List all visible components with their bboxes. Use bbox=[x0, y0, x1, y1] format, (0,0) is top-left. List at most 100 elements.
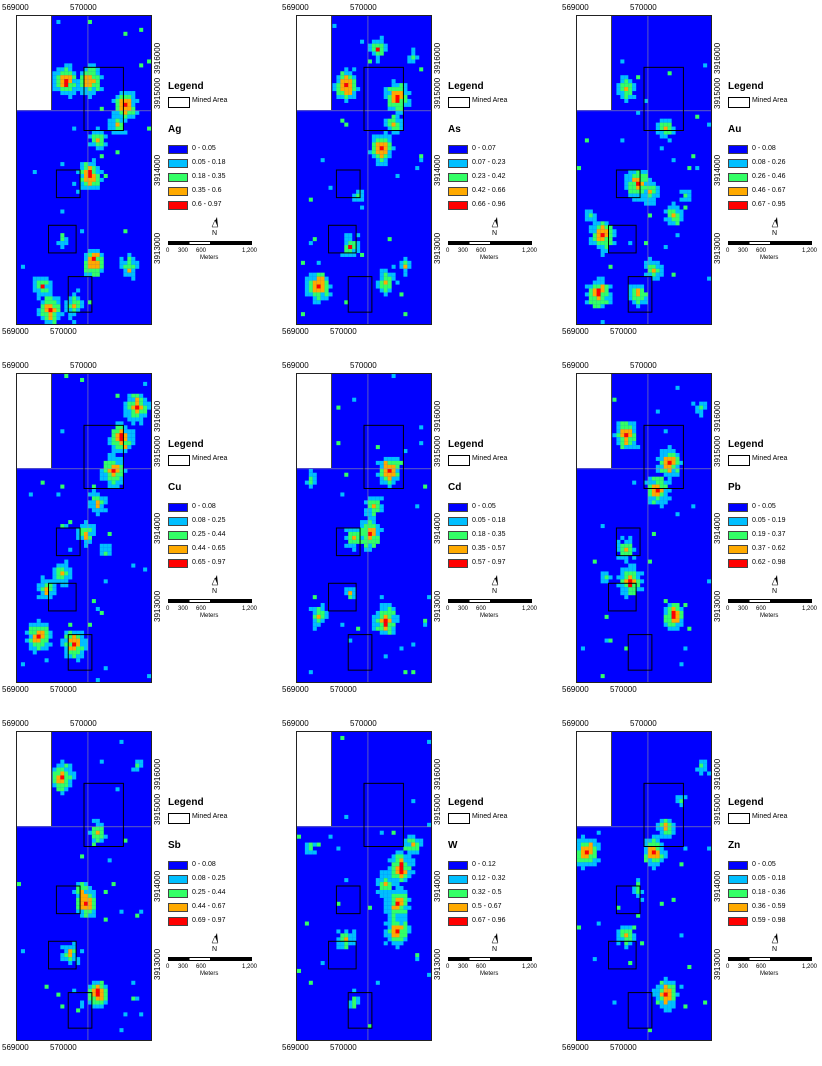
anomaly-cell bbox=[91, 134, 96, 139]
anomaly-cell bbox=[28, 626, 33, 631]
anomaly-cell bbox=[675, 217, 680, 222]
anomaly-cell bbox=[348, 1000, 353, 1005]
legend-swatch bbox=[168, 531, 188, 540]
mined-area-label: Mined Area bbox=[192, 97, 228, 104]
geochem-raster-map bbox=[576, 15, 712, 325]
x-bottom-tick: 570000 bbox=[610, 1043, 637, 1052]
legend-swatch bbox=[168, 545, 188, 554]
anomaly-cell bbox=[387, 126, 392, 131]
anomaly-cell bbox=[131, 98, 136, 103]
anomaly-cell bbox=[40, 304, 45, 309]
anomaly-cell bbox=[399, 122, 404, 127]
anomaly-cell bbox=[84, 166, 89, 171]
legend-class-label: 0 - 0.05 bbox=[472, 503, 496, 510]
anomaly-cell bbox=[352, 996, 357, 1001]
anomaly-cell bbox=[60, 953, 65, 958]
anomaly-cell bbox=[616, 91, 621, 96]
anomaly-cell bbox=[375, 158, 380, 163]
anomaly-cell bbox=[139, 759, 144, 764]
legend-swatch bbox=[728, 201, 748, 210]
anomaly-cell bbox=[324, 296, 329, 301]
corner-top-tick: 569000 bbox=[282, 361, 309, 370]
anomaly-cell bbox=[403, 889, 408, 894]
anomaly-cell bbox=[387, 925, 392, 930]
anomaly-cell bbox=[103, 988, 108, 993]
anomaly-cell bbox=[632, 445, 637, 450]
anomaly-cell bbox=[387, 878, 392, 883]
anomaly-cell bbox=[312, 626, 317, 631]
anomaly-cell bbox=[379, 603, 384, 608]
anomaly-cell bbox=[403, 874, 408, 879]
mined-area-label: Mined Area bbox=[192, 455, 228, 462]
anomaly-cell bbox=[383, 87, 388, 92]
anomaly-cell bbox=[348, 79, 353, 84]
anomaly-cell bbox=[115, 456, 120, 461]
anomaly-cell bbox=[84, 642, 89, 647]
anomaly-cell bbox=[91, 91, 96, 96]
anomaly-cell bbox=[659, 126, 664, 131]
anomaly-cell bbox=[367, 516, 372, 521]
anomaly-cell bbox=[84, 272, 89, 277]
anomaly-cell bbox=[103, 1000, 108, 1005]
anomaly-cell bbox=[671, 472, 676, 477]
anomaly-cell bbox=[655, 826, 660, 831]
anomaly-cell bbox=[675, 456, 680, 461]
anomaly-cell bbox=[383, 118, 388, 123]
anomaly-cell bbox=[403, 264, 408, 269]
anomaly-cell bbox=[72, 642, 77, 647]
anomaly-cell bbox=[667, 1000, 672, 1005]
anomaly-cell bbox=[636, 300, 641, 305]
anomaly-cell bbox=[52, 308, 57, 313]
anomaly-cell bbox=[600, 245, 605, 250]
scale-label: 1,200 bbox=[802, 964, 818, 970]
scale-bar bbox=[728, 599, 812, 603]
anomaly-cell bbox=[131, 563, 136, 568]
anomaly-cell bbox=[600, 524, 605, 529]
anomaly-cell bbox=[115, 441, 120, 446]
anomaly-cell bbox=[651, 193, 656, 198]
anomaly-cell bbox=[671, 205, 676, 210]
anomaly-cell bbox=[103, 579, 108, 584]
anomaly-cell bbox=[324, 284, 329, 289]
anomaly-cell bbox=[655, 500, 660, 505]
anomaly-cell bbox=[604, 638, 609, 643]
anomaly-cell bbox=[40, 587, 45, 592]
anomaly-cell bbox=[80, 229, 85, 234]
anomaly-cell bbox=[36, 280, 41, 285]
anomaly-cell bbox=[387, 118, 392, 123]
anomaly-cell bbox=[352, 1004, 357, 1009]
anomaly-cell bbox=[395, 917, 400, 922]
anomaly-cell bbox=[68, 300, 73, 305]
anomaly-cell bbox=[383, 886, 388, 891]
anomaly-cell bbox=[659, 484, 664, 489]
anomaly-cell bbox=[383, 276, 388, 281]
anomaly-cell bbox=[667, 996, 672, 1001]
anomaly-cell bbox=[356, 245, 361, 250]
anomaly-cell bbox=[667, 122, 672, 127]
mined-area-swatch bbox=[168, 97, 190, 108]
anomaly-cell bbox=[87, 252, 92, 257]
anomaly-cell bbox=[667, 71, 672, 76]
anomaly-cell bbox=[600, 575, 605, 580]
anomaly-cell bbox=[383, 933, 388, 938]
anomaly-cell bbox=[632, 925, 637, 930]
anomaly-cell bbox=[348, 252, 353, 257]
geochem-raster-map bbox=[16, 731, 152, 1041]
anomaly-cell bbox=[588, 217, 593, 222]
anomaly-cell bbox=[135, 264, 140, 269]
anomaly-cell bbox=[111, 476, 116, 481]
anomaly-cell bbox=[580, 646, 585, 651]
anomaly-cell bbox=[356, 248, 361, 254]
anomaly-cell bbox=[123, 425, 128, 430]
anomaly-cell bbox=[667, 992, 672, 997]
anomaly-cell bbox=[628, 571, 633, 576]
anomaly-cell bbox=[580, 834, 585, 839]
anomaly-cell bbox=[663, 126, 668, 131]
anomaly-cell bbox=[119, 421, 124, 426]
anomaly-cell bbox=[399, 886, 404, 891]
anomaly-cell bbox=[651, 842, 656, 847]
anomaly-cell bbox=[68, 646, 73, 651]
anomaly-cell bbox=[80, 889, 85, 894]
anomaly-cell bbox=[636, 445, 641, 450]
anomaly-cell bbox=[636, 197, 641, 202]
